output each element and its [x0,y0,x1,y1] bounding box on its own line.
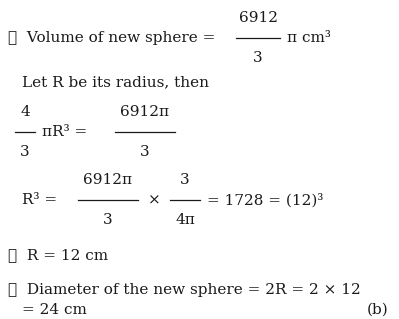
Text: πR³ =: πR³ = [42,125,87,139]
Text: 3: 3 [180,173,190,187]
Text: Let R be its radius, then: Let R be its radius, then [22,75,209,89]
Text: π cm³: π cm³ [287,31,331,45]
Text: = 1728 = (12)³: = 1728 = (12)³ [207,193,323,207]
Text: 6912π: 6912π [83,173,132,187]
Text: ∴  Volume of new sphere =: ∴ Volume of new sphere = [8,31,215,45]
Text: 3: 3 [103,213,113,227]
Text: ∴  R = 12 cm: ∴ R = 12 cm [8,248,108,262]
Text: = 24 cm: = 24 cm [22,303,87,317]
Text: 3: 3 [253,51,263,65]
Text: (b): (b) [367,303,389,317]
Text: 3: 3 [140,145,150,159]
Text: 4: 4 [20,105,30,119]
Text: 3: 3 [20,145,30,159]
Text: 6912: 6912 [239,11,277,25]
Text: ×: × [148,193,161,207]
Text: ∴  Diameter of the new sphere = 2R = 2 × 12: ∴ Diameter of the new sphere = 2R = 2 × … [8,283,361,297]
Text: R³ =: R³ = [22,193,57,207]
Text: 4π: 4π [175,213,195,227]
Text: 6912π: 6912π [120,105,170,119]
